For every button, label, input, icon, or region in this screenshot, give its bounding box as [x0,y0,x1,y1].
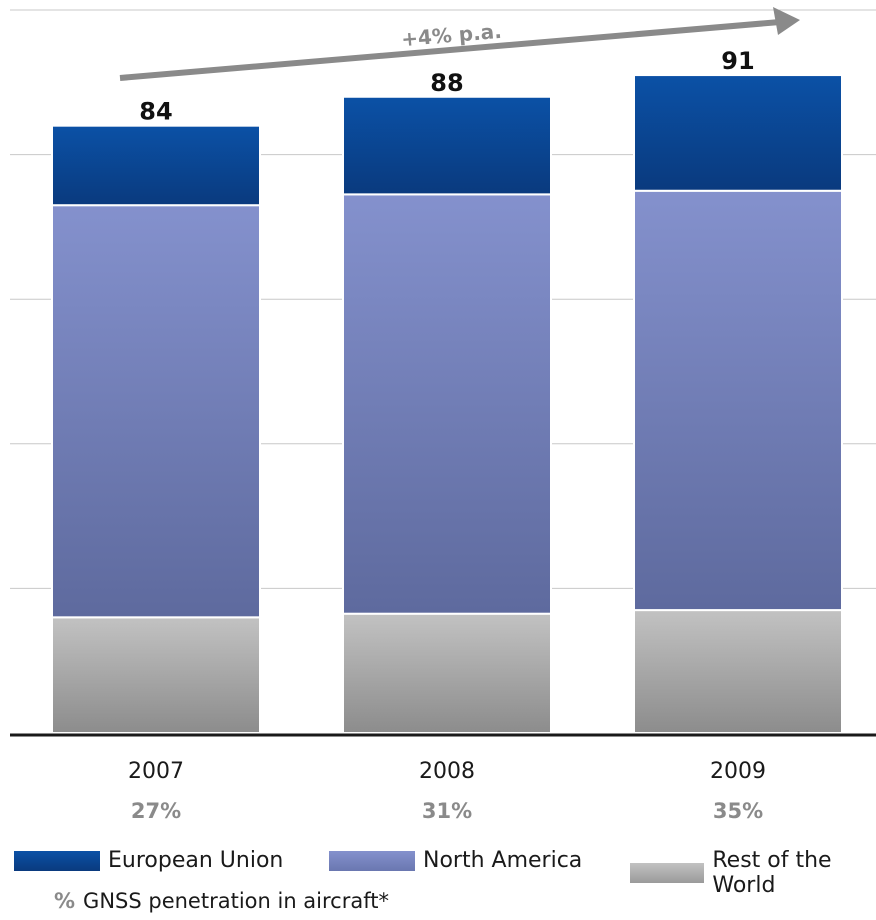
footnote-text: GNSS penetration in aircraft* [83,889,389,913]
penetration-label-2007: 27% [130,799,182,823]
bar-segment-eu-2009 [633,74,843,192]
bar-segment-na-2009 [633,189,843,612]
legend-label-row: Rest of the World [712,848,832,898]
penetration-label-2008: 31% [421,799,473,823]
total-label-2008: 88 [430,69,463,97]
bar-segment-eu-2008 [342,95,552,196]
legend-item-eu: European Union [14,848,283,873]
bar-segment-row-2009 [633,609,843,735]
bar-segment-na-2007 [51,204,261,619]
legend-label-eu: European Union [108,848,284,873]
legend-label-na: North America [423,848,583,873]
legend-swatch-row [630,863,705,883]
total-label-2009: 91 [721,47,754,75]
footnote-symbol: % [54,889,76,913]
stacked-bar-chart: 84 88 91 +4% p.a. [10,7,876,737]
bar-segment-eu-2007 [51,124,261,207]
growth-arrow: +4% p.a. [119,7,800,81]
x-tick-label-2008: 2008 [419,759,475,784]
legend-swatch-na [329,850,415,871]
bar-segment-na-2008 [342,193,552,615]
footnote: % GNSS penetration in aircraft* [54,889,389,913]
x-tick-label-2009: 2009 [710,759,766,784]
legend-item-row: Rest of the World [630,848,876,898]
legend-item-na: North America [329,848,582,873]
bar-segment-row-2008 [342,612,552,735]
total-label-2007: 84 [139,98,172,126]
x-tick-label-2007: 2007 [128,759,184,784]
legend-swatch-eu [14,850,100,871]
penetration-label-2009: 35% [712,799,764,823]
bar-segment-row-2007 [51,616,261,735]
